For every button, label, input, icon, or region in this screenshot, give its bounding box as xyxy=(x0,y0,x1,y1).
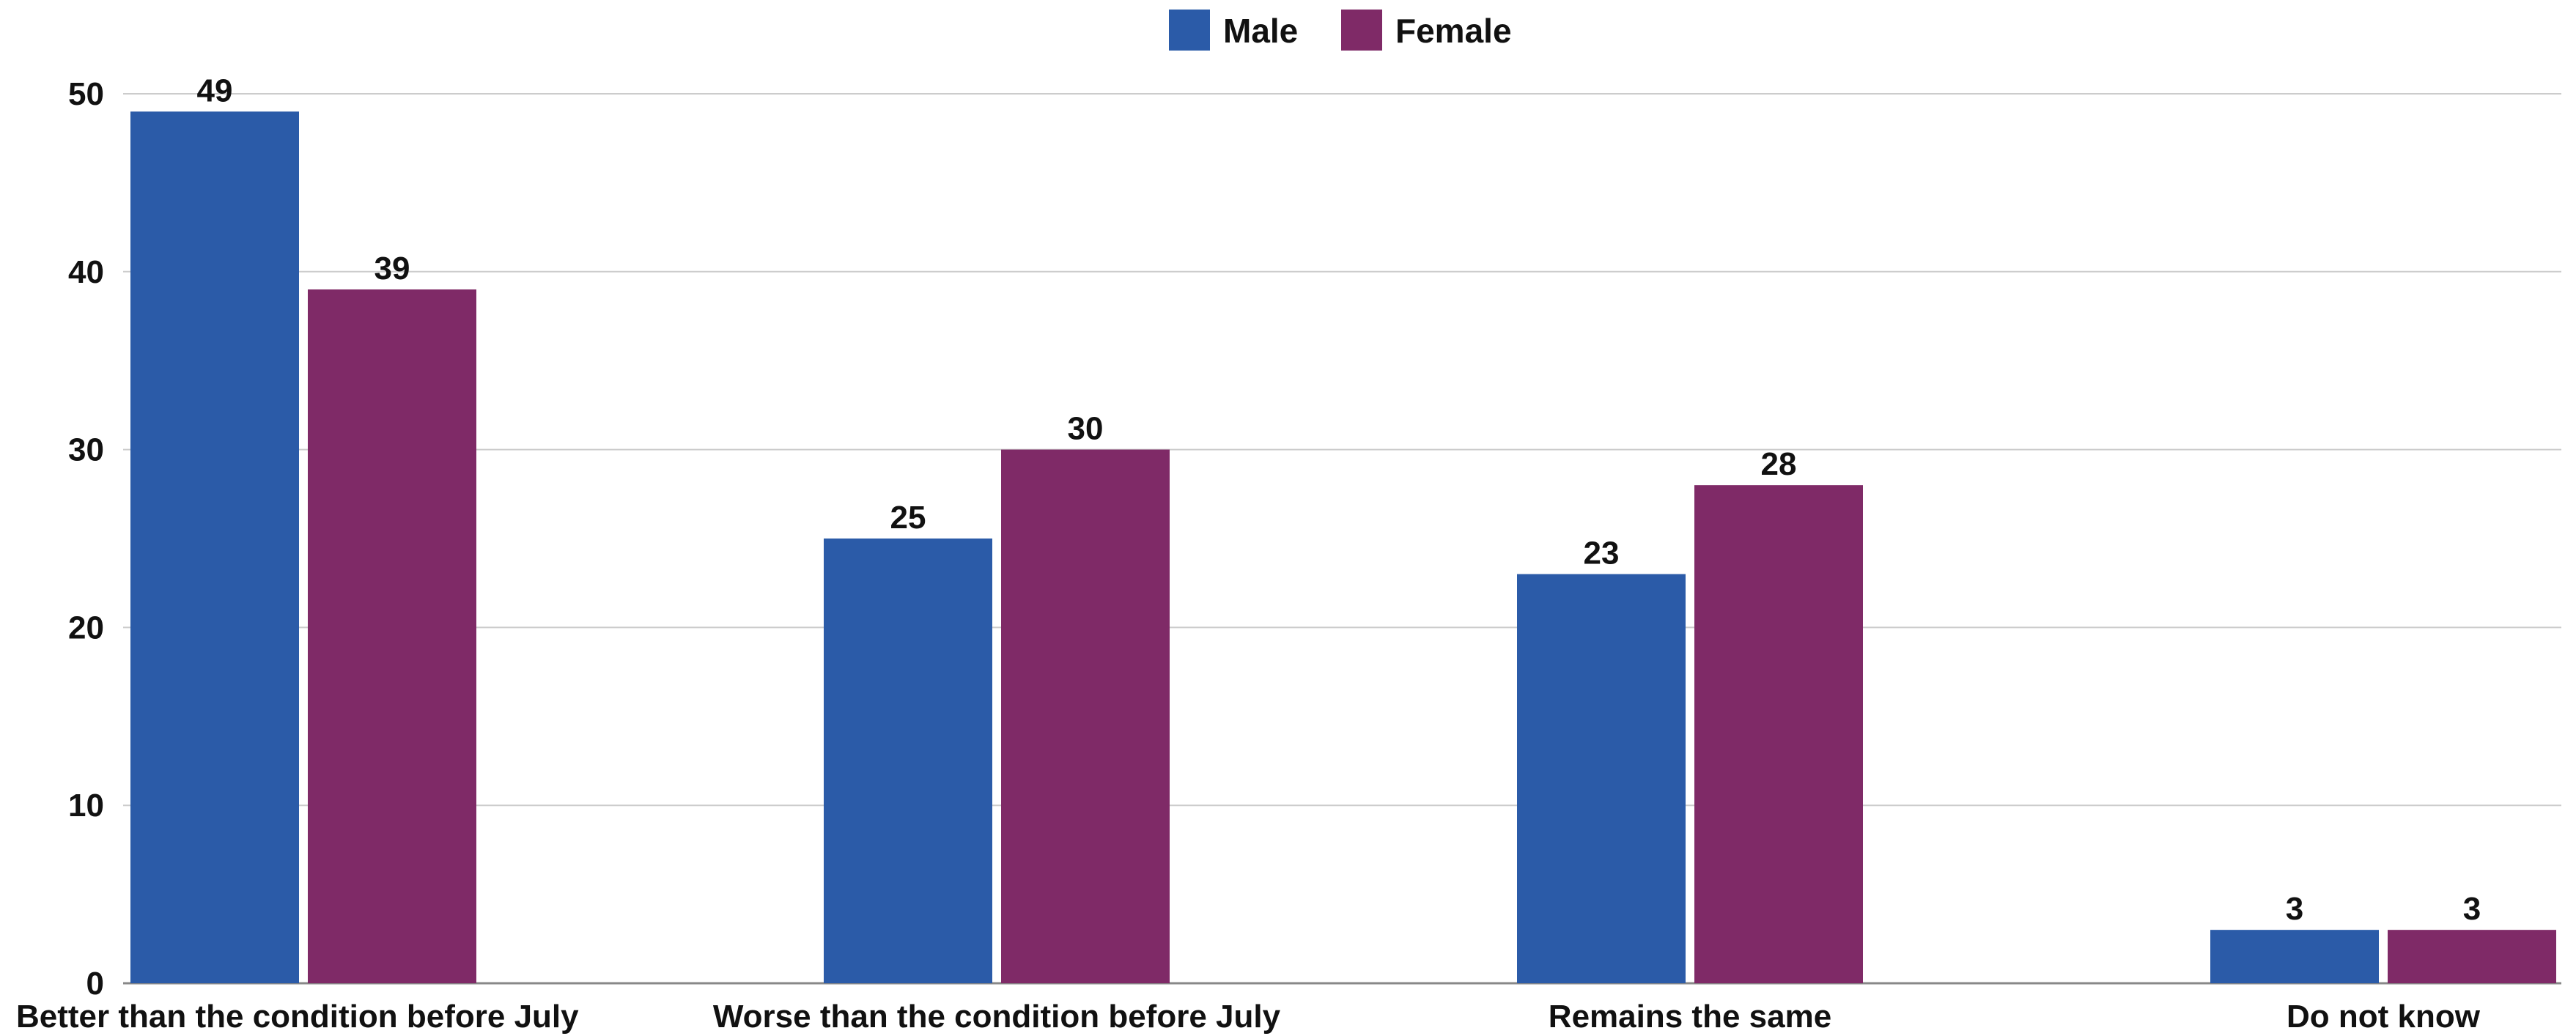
data-label-female-0: 39 xyxy=(374,251,410,286)
data-label-male-3: 3 xyxy=(2286,891,2303,927)
y-tick-label-50: 50 xyxy=(68,76,104,112)
legend-swatch-male xyxy=(1169,10,1210,51)
data-label-male-2: 23 xyxy=(1584,536,1620,571)
y-tick-label-30: 30 xyxy=(68,432,104,468)
legend-label-male: Male xyxy=(1223,12,1298,50)
bar-male-3 xyxy=(2210,930,2379,983)
x-category-label-0: Better than the condition before July xyxy=(16,999,579,1035)
bar-female-1 xyxy=(1001,449,1170,983)
bar-male-0 xyxy=(130,111,299,983)
data-label-male-0: 49 xyxy=(197,73,233,108)
x-category-label-3: Do not know xyxy=(2287,999,2481,1035)
x-axis: Better than the condition before July Wor… xyxy=(16,999,2481,1035)
data-label-male-1: 25 xyxy=(890,500,926,536)
y-tick-label-20: 20 xyxy=(68,610,104,645)
y-axis: 0 10 20 30 40 50 xyxy=(68,76,104,1002)
x-category-label-1: Worse than the condition before July xyxy=(713,999,1281,1035)
legend-swatch-female xyxy=(1341,10,1382,51)
data-label-female-1: 30 xyxy=(1068,411,1104,447)
bar-male-2 xyxy=(1517,574,1686,983)
data-label-female-2: 28 xyxy=(1761,446,1797,482)
legend: Male Female xyxy=(1169,10,1512,51)
bars xyxy=(130,111,2556,984)
bar-male-1 xyxy=(824,539,992,983)
bar-female-0 xyxy=(308,289,476,984)
gridlines xyxy=(123,93,2561,985)
y-tick-label-0: 0 xyxy=(86,966,104,1002)
data-label-female-3: 3 xyxy=(2463,891,2481,927)
y-tick-label-40: 40 xyxy=(68,254,104,290)
bar-female-3 xyxy=(2388,930,2556,983)
bar-female-2 xyxy=(1694,485,1863,983)
y-tick-label-10: 10 xyxy=(68,788,104,824)
legend-label-female: Female xyxy=(1395,12,1512,50)
x-category-label-2: Remains the same xyxy=(1549,999,1831,1035)
